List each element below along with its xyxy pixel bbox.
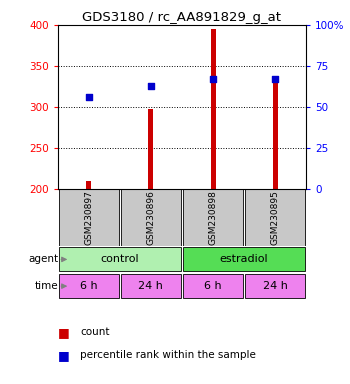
Text: GSM230895: GSM230895	[271, 190, 280, 245]
Bar	[59, 247, 181, 271]
Text: 6 h: 6 h	[80, 281, 98, 291]
Bar	[59, 189, 119, 246]
Text: percentile rank within the sample: percentile rank within the sample	[80, 350, 256, 360]
Text: control: control	[100, 255, 139, 265]
Text: estradiol: estradiol	[220, 255, 268, 265]
Text: count: count	[80, 327, 110, 337]
Bar	[121, 274, 181, 298]
Text: agent: agent	[28, 255, 58, 265]
Bar	[245, 189, 305, 246]
Bar	[183, 189, 243, 246]
Bar	[183, 274, 243, 298]
Bar	[59, 274, 119, 298]
Point	[272, 76, 278, 82]
Bar	[183, 247, 305, 271]
Bar	[86, 181, 91, 189]
Text: ■: ■	[58, 349, 70, 362]
Point	[148, 83, 154, 89]
Text: time: time	[35, 281, 58, 291]
Bar	[121, 189, 181, 246]
Bar	[273, 83, 278, 189]
Bar	[245, 274, 305, 298]
Title: GDS3180 / rc_AA891829_g_at: GDS3180 / rc_AA891829_g_at	[83, 11, 281, 24]
Text: 24 h: 24 h	[139, 281, 163, 291]
Bar	[211, 29, 216, 189]
Point	[210, 76, 216, 82]
Bar	[148, 109, 153, 189]
Text: ■: ■	[58, 326, 70, 339]
Text: GSM230898: GSM230898	[209, 190, 218, 245]
Text: GSM230897: GSM230897	[84, 190, 93, 245]
Text: GSM230896: GSM230896	[146, 190, 155, 245]
Point	[86, 94, 92, 101]
Text: 6 h: 6 h	[204, 281, 222, 291]
Text: 24 h: 24 h	[263, 281, 288, 291]
